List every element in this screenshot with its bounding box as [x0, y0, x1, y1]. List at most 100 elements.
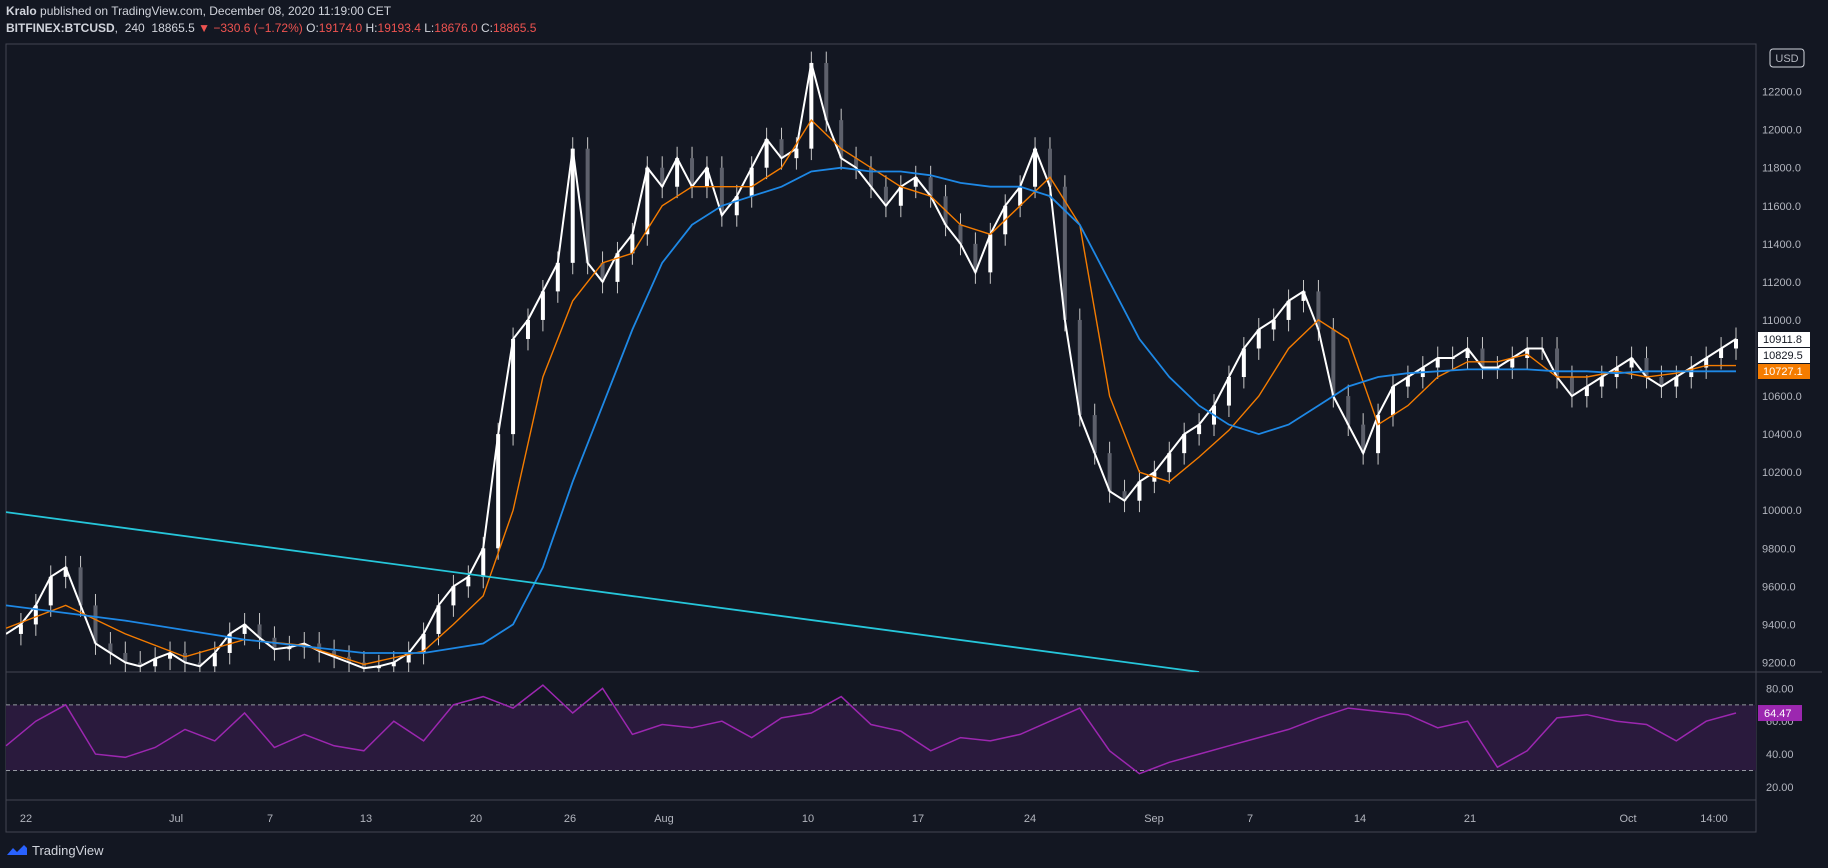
candle-body [63, 567, 68, 577]
time-tick-label: 21 [1464, 813, 1476, 825]
candle-body [585, 148, 590, 263]
candle-body [660, 167, 665, 187]
price-tick-label: 10200.0 [1762, 467, 1802, 479]
high-label: H: [365, 21, 378, 35]
price-tick-label: 11600.0 [1762, 201, 1801, 213]
candle-body [1629, 358, 1634, 368]
candle-body [1644, 358, 1649, 378]
candle-body [913, 177, 918, 187]
publish-info: Kralo published on TradingView.com, Dece… [6, 4, 391, 19]
candle-body [1182, 434, 1187, 454]
price-series-group [6, 51, 1738, 672]
price-tick-label: 11800.0 [1762, 163, 1801, 175]
candle-body [1361, 424, 1366, 454]
candle-body [1569, 377, 1574, 397]
candle-body [1286, 300, 1291, 320]
candle-body [1435, 358, 1440, 368]
candle-body [466, 576, 471, 587]
rsi-tick-label: 20.00 [1766, 782, 1794, 794]
price-tick-label: 12000.0 [1762, 125, 1802, 137]
candle-body [1301, 291, 1306, 301]
candle-body [153, 658, 158, 667]
time-tick-label: 10 [802, 813, 814, 825]
price-tick-label: 9400.0 [1762, 619, 1796, 631]
candle-body [391, 662, 396, 667]
candle-body [1316, 291, 1321, 330]
candle-body [898, 186, 903, 206]
candle-body [570, 148, 575, 263]
rsi-last-label: 64.47 [1764, 708, 1792, 720]
candle-body [93, 605, 98, 644]
down-arrow-icon: ▼ [198, 21, 211, 35]
candle-body [1271, 319, 1276, 330]
candle-body [988, 234, 993, 273]
candle-body [1555, 348, 1560, 378]
candle-body [1331, 329, 1336, 397]
candle-body [48, 576, 53, 606]
candle-body [511, 338, 516, 435]
candle-body [1674, 377, 1679, 387]
currency-badge[interactable]: USD [1775, 53, 1798, 65]
time-tick-label: Aug [654, 813, 674, 825]
candle-body [1719, 348, 1724, 358]
footer-brand: TradingView [32, 842, 104, 858]
time-tick-label: 14 [1354, 813, 1366, 825]
candle-body [1390, 386, 1395, 416]
candle-body [1047, 148, 1052, 187]
time-tick-label: 22 [20, 813, 32, 825]
close-value: 18865.5 [493, 21, 537, 35]
candle-body [883, 186, 888, 206]
footer: TradingView [6, 840, 104, 860]
price-tick-label: 10600.0 [1762, 391, 1802, 403]
candle-body [1256, 329, 1261, 349]
candle-body [1197, 424, 1202, 435]
currency-badge-box[interactable] [1769, 48, 1805, 68]
open-value: 19174.0 [318, 21, 363, 35]
candle-body [704, 167, 709, 187]
candle-body [1033, 148, 1038, 187]
candle-body [1346, 396, 1351, 425]
candle-body [1062, 186, 1067, 320]
candle-body [1584, 386, 1589, 397]
candle-body [18, 624, 23, 634]
price-line [6, 62, 1737, 670]
price-axis[interactable]: 9200.0 9400.0 9600.0 9800.0 10000.0 10200.0 10… [1758, 87, 1810, 670]
time-axis[interactable]: 22 Jul 7 13 20 26 Aug 10 17 24 Sep 7 14 21 Oct 14:00 [20, 813, 1728, 825]
candle-body [257, 624, 262, 638]
ema-fast-line [6, 119, 1736, 666]
price-tick-label: 9600.0 [1762, 581, 1796, 593]
candle-body [123, 652, 128, 663]
candle-body [1405, 377, 1410, 387]
candle-body [481, 548, 486, 577]
candle-body [1167, 453, 1172, 473]
candle-body [854, 158, 859, 168]
candle-body [1092, 415, 1097, 454]
candle-body [734, 196, 739, 216]
candle-body [451, 586, 456, 606]
candle-body [332, 651, 337, 657]
candle-body [212, 652, 217, 667]
time-tick-label: 7 [267, 813, 273, 825]
candle-body [1704, 358, 1709, 368]
candle-body [973, 243, 978, 273]
candle-body [1599, 377, 1604, 387]
tradingview-logo-icon [7, 845, 27, 855]
candle-body [168, 652, 173, 659]
price-tick-label: 11400.0 [1762, 239, 1801, 251]
candle-body [525, 319, 530, 339]
rsi-line [5, 684, 1737, 775]
candle-body [540, 291, 545, 320]
candle-body [690, 158, 695, 187]
time-tick-label: 13 [360, 813, 372, 825]
candle-body [928, 177, 933, 197]
candle-body [1077, 319, 1082, 416]
last-price-tag-label: 10911.8 [1763, 334, 1802, 346]
time-tick-label: 17 [912, 813, 924, 825]
interval: 240 [124, 21, 145, 35]
candle-body [1122, 491, 1127, 501]
time-tick-label: 7 [1247, 813, 1253, 825]
candle-body [1525, 348, 1530, 358]
time-tick-label: Oct [1619, 813, 1636, 825]
